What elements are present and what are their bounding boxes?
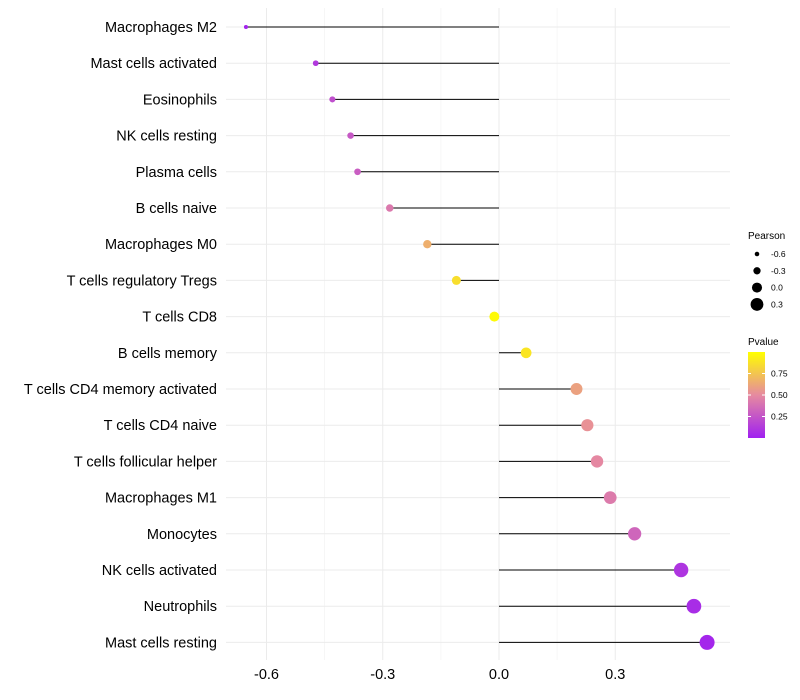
legend-pvalue-label: 0.50 [771,390,788,400]
legend-pearson-title: Pearson [748,231,785,242]
legend-size-label: -0.6 [771,249,786,259]
legend-pvalue: Pvalue 0.75 0.50 0.25 [748,337,788,438]
data-point [673,562,689,578]
x-tick-label: -0.6 [254,667,279,683]
category-label: T cells CD4 naive [104,418,217,434]
legend-size-label: 0.3 [771,299,783,309]
legend-size-label: -0.3 [771,266,786,276]
legend-pvalue-label: 0.25 [771,412,788,422]
category-label: Monocytes [147,527,217,543]
data-point [347,132,354,139]
x-axis-ticks: -0.6 -0.3 0.0 0.3 [254,667,625,683]
legend-size-key [750,297,764,311]
category-label: B cells memory [118,346,218,362]
category-label: T cells CD4 memory activated [24,382,217,398]
stems [245,26,708,643]
category-label: B cells naive [136,201,217,217]
data-point [603,491,617,504]
x-tick-label: -0.3 [370,667,395,683]
x-tick-label: 0.3 [605,667,625,683]
data-point [590,455,604,468]
legend-pvalue-title: Pvalue [748,337,779,348]
data-point [699,634,715,650]
data-point [627,527,642,541]
legend-size-key [753,267,761,275]
category-label: NK cells activated [102,563,217,579]
legend-colorbar [748,352,765,438]
data-point [520,347,532,359]
category-label: T cells regulatory Tregs [67,273,217,289]
data-point [385,204,394,212]
data-point [686,598,702,614]
category-label: Mast cells activated [90,56,217,72]
grid-lines [226,8,730,660]
data-point [423,240,432,249]
points [243,24,715,650]
category-label: Macrophages M1 [105,491,217,507]
data-point [354,168,361,176]
category-label: Eosinophils [143,92,217,108]
category-label: Macrophages M0 [105,237,217,253]
category-label: Macrophages M2 [105,20,217,36]
category-label: T cells follicular helper [74,454,217,470]
category-label: T cells CD8 [142,310,217,326]
legend-pvalue-label: 0.75 [771,369,788,379]
data-point [581,419,594,432]
category-label: Neutrophils [144,599,217,615]
category-label: NK cells resting [116,129,217,145]
data-point [329,96,336,103]
legend-pearson: Pearson -0.6 -0.3 0.0 0.3 [748,231,786,311]
x-tick-label: 0.0 [489,667,509,683]
category-label: Plasma cells [136,165,217,181]
legend-size-key [754,251,760,257]
data-point [451,275,461,285]
category-label: Mast cells resting [105,635,217,651]
category-labels: Macrophages M2 Mast cells activated Eosino… [24,20,218,651]
data-point [312,60,319,67]
data-point [570,383,583,395]
data-point [489,311,500,322]
legend-size-key [751,282,763,293]
data-point [243,24,248,30]
legend-size-label: 0.0 [771,283,783,293]
